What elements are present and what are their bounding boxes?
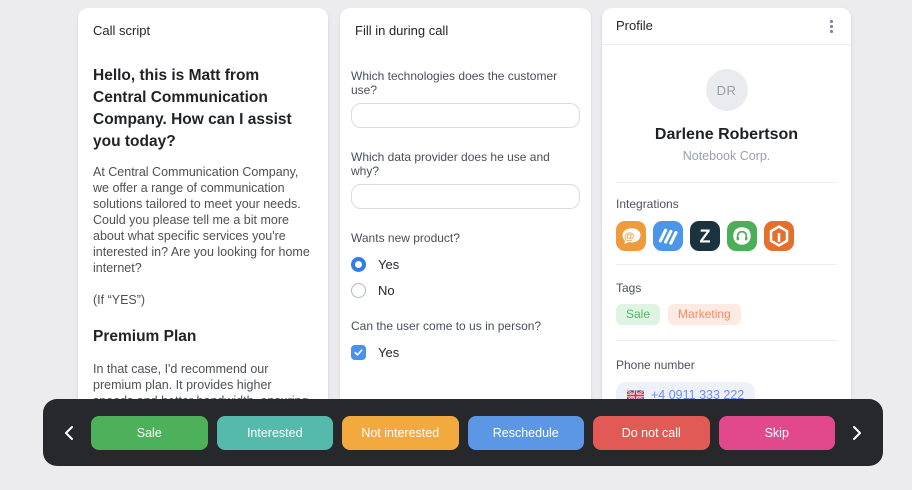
divider bbox=[616, 182, 837, 183]
question-label-technologies: Which technologies does the customer use… bbox=[351, 69, 558, 97]
contact-name: Darlene Robertson bbox=[654, 126, 799, 143]
script-heading: Hello, this is Matt from Central Communi… bbox=[93, 67, 292, 150]
radio-option-yes[interactable]: Yes bbox=[351, 257, 580, 272]
sale-button[interactable]: Sale bbox=[91, 415, 208, 450]
tags-row: Sale Marketing bbox=[616, 304, 837, 325]
chevron-right-icon[interactable] bbox=[844, 416, 870, 450]
disposition-bar: Sale Interested Not interested Reschedul… bbox=[43, 399, 883, 466]
tag-sale: Sale bbox=[616, 304, 661, 325]
interested-button[interactable]: Interested bbox=[216, 415, 333, 450]
svg-text:@: @ bbox=[624, 231, 634, 243]
checkbox-checked-icon[interactable] bbox=[351, 345, 366, 360]
profile-panel: Profile DR Darlene Robertson Notebook Co… bbox=[602, 8, 851, 412]
tag-marketing: Marketing bbox=[668, 304, 741, 325]
call-script-title: Call script bbox=[93, 23, 151, 38]
checkbox-option-yes[interactable]: Yes bbox=[351, 345, 580, 360]
do-not-call-button[interactable]: Do not call bbox=[593, 415, 710, 450]
chevron-left-icon[interactable] bbox=[56, 416, 82, 450]
svg-text:Z: Z bbox=[700, 227, 711, 247]
integrations-label: Integrations bbox=[616, 197, 679, 211]
chat-at-icon[interactable]: @ bbox=[616, 221, 646, 251]
tags-label: Tags bbox=[616, 281, 642, 295]
data-provider-input[interactable] bbox=[351, 184, 580, 209]
skip-button[interactable]: Skip bbox=[718, 415, 835, 450]
phone-number-label: Phone number bbox=[616, 358, 695, 372]
call-script-body: Hello, this is Matt from Central Communi… bbox=[78, 65, 328, 412]
zendesk-z-icon[interactable]: Z bbox=[690, 221, 720, 251]
profile-title: Profile bbox=[616, 18, 653, 33]
script-intro: At Central Communication Company, we off… bbox=[93, 165, 310, 275]
technologies-input[interactable] bbox=[351, 103, 580, 128]
reschedule-button[interactable]: Reschedule bbox=[467, 415, 584, 450]
call-script-panel: Call script Hello, this is Matt from Cen… bbox=[78, 8, 328, 412]
magento-hexagon-icon[interactable] bbox=[764, 221, 794, 251]
not-interested-button[interactable]: Not interested bbox=[342, 415, 459, 450]
script-section-heading: Premium Plan bbox=[93, 328, 197, 345]
question-label-in-person: Can the user come to us in person? bbox=[351, 319, 542, 333]
script-condition-note: (If “YES”) bbox=[93, 293, 146, 307]
avatar: DR bbox=[705, 69, 748, 111]
phone-number-value: +4 0911 333 222 bbox=[651, 388, 745, 402]
radio-option-no[interactable]: No bbox=[351, 283, 580, 298]
radio-unselected-icon[interactable] bbox=[351, 283, 366, 298]
divider bbox=[616, 340, 837, 341]
kebab-menu-icon[interactable] bbox=[826, 16, 837, 37]
radio-selected-icon[interactable] bbox=[351, 257, 366, 272]
headset-shield-icon[interactable] bbox=[727, 221, 757, 251]
fill-in-panel: Fill in during call Which technologies d… bbox=[340, 8, 591, 412]
profile-header: Profile bbox=[602, 8, 851, 45]
fill-in-form: Which technologies does the customer use… bbox=[340, 69, 591, 360]
integrations-row: @ Z bbox=[616, 221, 837, 251]
uk-flag-icon bbox=[627, 389, 644, 401]
divider bbox=[616, 264, 837, 265]
fill-in-title: Fill in during call bbox=[355, 23, 449, 38]
question-label-new-product: Wants new product? bbox=[351, 231, 460, 245]
question-label-data-provider: Which data provider does he use and why? bbox=[351, 150, 550, 178]
contact-company: Notebook Corp. bbox=[682, 149, 771, 163]
diagonal-slashes-icon[interactable] bbox=[653, 221, 683, 251]
